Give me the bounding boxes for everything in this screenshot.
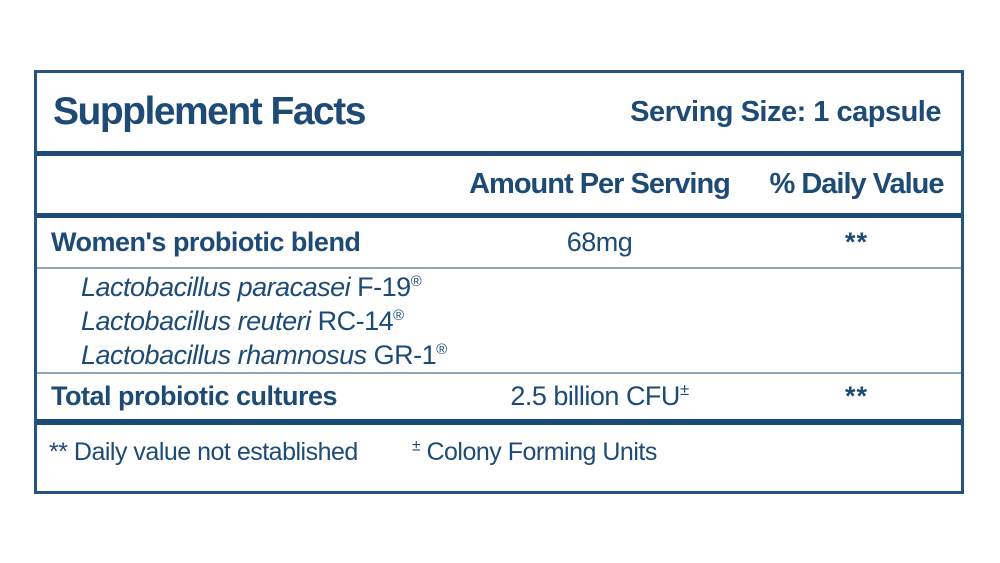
nutrient-amount: 2.5 billion CFU± [447, 381, 752, 412]
ingredient-latin-name: Lactobacillus rhamnosus [81, 339, 367, 370]
ingredient-item: Lactobacillus reuteri RC-14® [81, 304, 961, 338]
ingredient-latin-name: Lactobacillus paracasei [81, 271, 351, 302]
footnote-cfu-text: Colony Forming Units [426, 438, 657, 466]
table-row-total-cultures: Total probiotic cultures 2.5 billion CFU… [37, 374, 961, 419]
thick-divider [37, 151, 961, 156]
registered-trademark-icon: ® [410, 273, 422, 290]
thin-divider [37, 372, 961, 374]
thin-divider [37, 267, 961, 269]
supplement-facts-panel: Supplement Facts Serving Size: 1 capsule… [34, 70, 964, 494]
serving-size: Serving Size: 1 capsule [630, 95, 941, 128]
ingredient-strain-code: RC-14 [317, 305, 394, 336]
column-header-row: Amount Per Serving % Daily Value [37, 156, 961, 213]
ingredient-strain-code: F-19 [357, 271, 411, 302]
title-row: Supplement Facts Serving Size: 1 capsule [37, 73, 961, 151]
nutrient-daily-value: ** [844, 381, 868, 411]
registered-trademark-icon: ® [393, 307, 405, 324]
registered-trademark-icon: ® [436, 341, 448, 358]
ingredient-item: Lactobacillus rhamnosus GR-1® [81, 338, 961, 372]
thick-divider [37, 419, 961, 425]
plus-minus-mark-icon: ± [679, 380, 689, 399]
nutrient-name: Total probiotic cultures [51, 381, 338, 411]
column-header-amount: Amount Per Serving [469, 168, 731, 200]
ingredient-strain-code: GR-1 [373, 339, 437, 370]
column-header-daily-value: % Daily Value [769, 168, 945, 200]
ingredient-list: Lactobacillus paracasei F-19® Lactobacill… [37, 269, 961, 372]
nutrient-name: Women's probiotic blend [51, 227, 361, 257]
ingredient-item: Lactobacillus paracasei F-19® [81, 270, 961, 304]
plus-minus-mark-icon: ± [412, 437, 421, 455]
ingredient-latin-name: Lactobacillus reuteri [81, 305, 311, 336]
thick-divider [37, 213, 961, 218]
nutrient-daily-value: ** [844, 227, 868, 257]
footnote-cfu: ± Colony Forming Units [412, 438, 657, 467]
footnote-row: ** Daily value not established ± Colony … [37, 425, 961, 491]
footnote-daily-value: ** Daily value not established [49, 438, 358, 466]
table-row-probiotic-blend: Women's probiotic blend 68mg ** [37, 218, 961, 267]
nutrient-amount-value: 2.5 billion CFU [510, 381, 680, 411]
panel-title: Supplement Facts [53, 90, 366, 133]
nutrient-amount: 68mg [566, 227, 633, 257]
